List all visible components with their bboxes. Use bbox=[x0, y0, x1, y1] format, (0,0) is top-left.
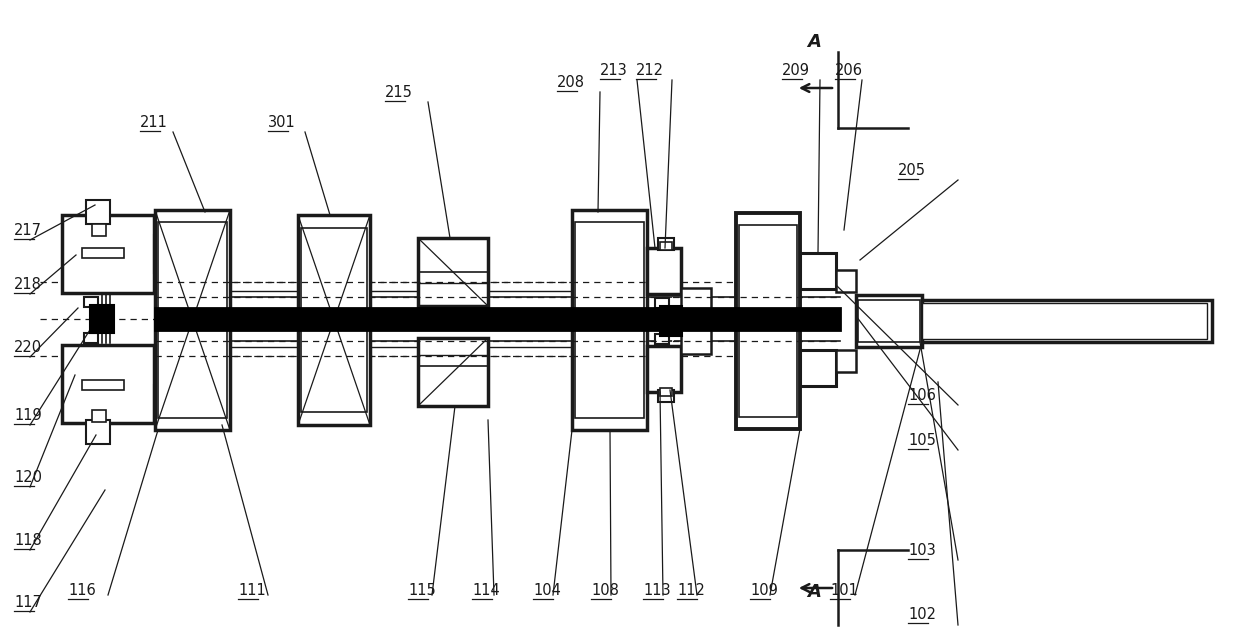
Bar bbox=[681, 288, 711, 354]
Bar bbox=[658, 238, 675, 250]
Bar bbox=[92, 224, 105, 236]
Bar bbox=[157, 222, 227, 418]
Text: 205: 205 bbox=[898, 163, 926, 178]
Bar bbox=[737, 213, 800, 429]
Bar bbox=[575, 222, 644, 418]
Bar bbox=[647, 346, 681, 392]
Text: 102: 102 bbox=[908, 607, 936, 622]
Text: 101: 101 bbox=[830, 583, 858, 598]
Bar bbox=[418, 238, 489, 306]
Bar bbox=[858, 300, 920, 342]
Bar bbox=[572, 210, 647, 430]
Bar bbox=[92, 410, 105, 422]
Bar bbox=[923, 303, 1207, 339]
Text: 116: 116 bbox=[68, 583, 95, 598]
Text: 215: 215 bbox=[384, 85, 413, 100]
Text: 103: 103 bbox=[908, 543, 936, 558]
Bar bbox=[836, 350, 856, 372]
Bar bbox=[647, 248, 681, 294]
Bar bbox=[655, 334, 670, 344]
Bar bbox=[800, 253, 836, 289]
Bar bbox=[923, 300, 1211, 342]
Bar bbox=[660, 306, 682, 336]
Bar bbox=[84, 297, 98, 307]
Text: 209: 209 bbox=[782, 63, 810, 78]
Text: 105: 105 bbox=[908, 433, 936, 448]
Text: 111: 111 bbox=[238, 583, 265, 598]
Text: 113: 113 bbox=[644, 583, 671, 598]
Text: 114: 114 bbox=[472, 583, 500, 598]
Bar bbox=[91, 305, 114, 333]
Text: 117: 117 bbox=[14, 595, 42, 610]
Text: 119: 119 bbox=[14, 408, 42, 423]
Text: 120: 120 bbox=[14, 470, 42, 485]
Text: A: A bbox=[807, 33, 821, 51]
Text: A: A bbox=[807, 583, 821, 601]
Bar bbox=[660, 388, 672, 396]
Bar bbox=[298, 215, 370, 425]
Text: 220: 220 bbox=[14, 340, 42, 355]
Text: 218: 218 bbox=[14, 277, 42, 292]
Text: 118: 118 bbox=[14, 533, 42, 548]
Bar bbox=[86, 200, 110, 224]
Bar bbox=[155, 308, 839, 330]
Bar bbox=[301, 228, 367, 412]
Bar bbox=[154, 235, 172, 273]
Text: 106: 106 bbox=[908, 388, 936, 403]
Text: 206: 206 bbox=[835, 63, 863, 78]
Text: 301: 301 bbox=[268, 115, 296, 130]
Text: 112: 112 bbox=[677, 583, 704, 598]
Bar bbox=[84, 333, 98, 343]
Bar bbox=[62, 215, 154, 293]
Bar bbox=[86, 420, 110, 444]
Bar bbox=[154, 385, 172, 423]
Text: 212: 212 bbox=[636, 63, 663, 78]
Text: 208: 208 bbox=[557, 75, 585, 90]
Bar bbox=[62, 345, 154, 423]
Bar bbox=[82, 248, 124, 258]
Bar bbox=[658, 390, 675, 402]
Text: 104: 104 bbox=[533, 583, 560, 598]
Bar bbox=[82, 380, 124, 390]
Text: 108: 108 bbox=[591, 583, 619, 598]
Text: 213: 213 bbox=[600, 63, 627, 78]
Text: 217: 217 bbox=[14, 223, 42, 238]
Bar bbox=[856, 295, 923, 347]
Text: 115: 115 bbox=[408, 583, 435, 598]
Bar bbox=[660, 242, 672, 250]
Bar bbox=[739, 225, 797, 417]
Bar bbox=[655, 298, 670, 308]
Bar bbox=[418, 338, 489, 406]
Bar bbox=[155, 210, 229, 430]
Text: 109: 109 bbox=[750, 583, 777, 598]
Bar bbox=[800, 350, 836, 386]
Text: 211: 211 bbox=[140, 115, 167, 130]
Bar bbox=[836, 270, 856, 292]
